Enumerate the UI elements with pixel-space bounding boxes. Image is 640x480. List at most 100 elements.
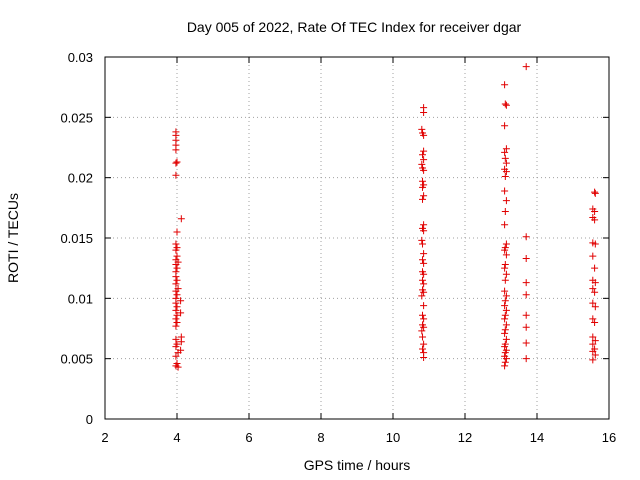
data-point: [502, 168, 510, 176]
data-point: [173, 276, 181, 284]
data-point: [420, 302, 428, 310]
data-point: [589, 315, 597, 323]
data-point: [502, 240, 510, 248]
data-point: [501, 81, 509, 89]
y-axis-title: ROTI / TECUs: [5, 193, 21, 283]
y-tick-label: 0.02: [68, 171, 93, 186]
data-point: [502, 321, 510, 329]
data-point: [501, 246, 509, 254]
data-point: [172, 240, 180, 248]
data-point: [418, 292, 426, 300]
data-point: [589, 333, 597, 341]
data-point: [420, 323, 428, 331]
data-point: [501, 207, 509, 215]
data-point: [418, 160, 426, 168]
data-point: [173, 264, 181, 272]
data-point: [420, 192, 428, 200]
chart-title: Day 005 of 2022, Rate Of TEC Index for r…: [187, 19, 522, 35]
data-point: [173, 291, 181, 299]
data-point: [420, 156, 428, 164]
x-tick-label: 6: [245, 430, 252, 445]
data-point: [501, 172, 509, 180]
data-point: [501, 261, 509, 269]
data-point: [522, 63, 530, 71]
data-point: [501, 100, 509, 108]
data-point: [420, 315, 428, 323]
data-point: [502, 197, 510, 205]
data-point: [173, 228, 181, 236]
data-point: [420, 131, 428, 139]
data-point: [522, 233, 530, 241]
data-point: [172, 171, 180, 179]
data-point: [589, 285, 597, 293]
data-point: [591, 318, 599, 326]
data-point: [420, 147, 428, 155]
y-tick-label: 0.01: [68, 291, 93, 306]
data-point: [418, 327, 426, 335]
data-point: [591, 207, 599, 215]
data-point: [501, 326, 509, 334]
data-point: [522, 355, 530, 363]
data-point: [591, 303, 599, 311]
data-point: [172, 273, 180, 281]
data-point: [420, 221, 428, 229]
data-point: [420, 109, 428, 117]
data-point: [501, 302, 509, 310]
data-point: [172, 315, 180, 323]
data-point: [419, 240, 427, 248]
data-point: [501, 329, 509, 337]
data-point: [172, 287, 180, 295]
data-point: [522, 323, 530, 331]
y-tick-label: 0: [86, 412, 93, 427]
data-point: [502, 355, 510, 363]
data-point: [172, 299, 180, 307]
data-point: [502, 159, 510, 167]
data-point: [589, 356, 597, 364]
data-point: [177, 309, 185, 317]
x-tick-labels: 2 4 6 8 10 12 14 16: [101, 430, 616, 445]
data-point: [501, 221, 509, 229]
data-point: [591, 189, 599, 197]
data-point: [173, 158, 181, 166]
data-point: [419, 345, 427, 353]
y-tick-label: 0.03: [68, 50, 93, 65]
data-point: [172, 159, 180, 167]
data-point: [172, 280, 180, 288]
data-point: [501, 287, 509, 295]
data-point: [591, 288, 599, 296]
data-point: [420, 288, 428, 296]
data-point: [420, 353, 428, 361]
data-point: [501, 276, 509, 284]
grid-lines: [105, 57, 609, 419]
data-point: [589, 347, 597, 355]
data-point: [420, 259, 428, 267]
data-point: [172, 343, 180, 351]
data-point: [177, 338, 185, 346]
data-point: [502, 101, 510, 109]
data-point: [172, 322, 180, 330]
x-tick-label: 16: [602, 430, 616, 445]
data-point: [418, 125, 426, 133]
data-point: [420, 166, 428, 174]
y-tick-label: 0.025: [60, 110, 93, 125]
data-point: [174, 363, 182, 371]
data-point: [589, 340, 597, 348]
data-point: [501, 315, 509, 323]
data-point: [522, 339, 530, 347]
data-point: [174, 349, 182, 357]
data-point: [172, 246, 180, 254]
data-point: [419, 256, 427, 264]
data-point: [501, 148, 509, 156]
data-point: [172, 352, 180, 360]
data-point: [420, 280, 428, 288]
x-tick-label: 4: [173, 430, 180, 445]
data-points: [172, 63, 599, 371]
data-point: [172, 306, 180, 314]
data-point: [501, 122, 509, 130]
data-point: [502, 270, 510, 278]
x-axis-title: GPS time / hours: [304, 457, 411, 473]
data-point: [173, 311, 181, 319]
data-point: [419, 151, 427, 159]
data-point: [589, 299, 597, 307]
